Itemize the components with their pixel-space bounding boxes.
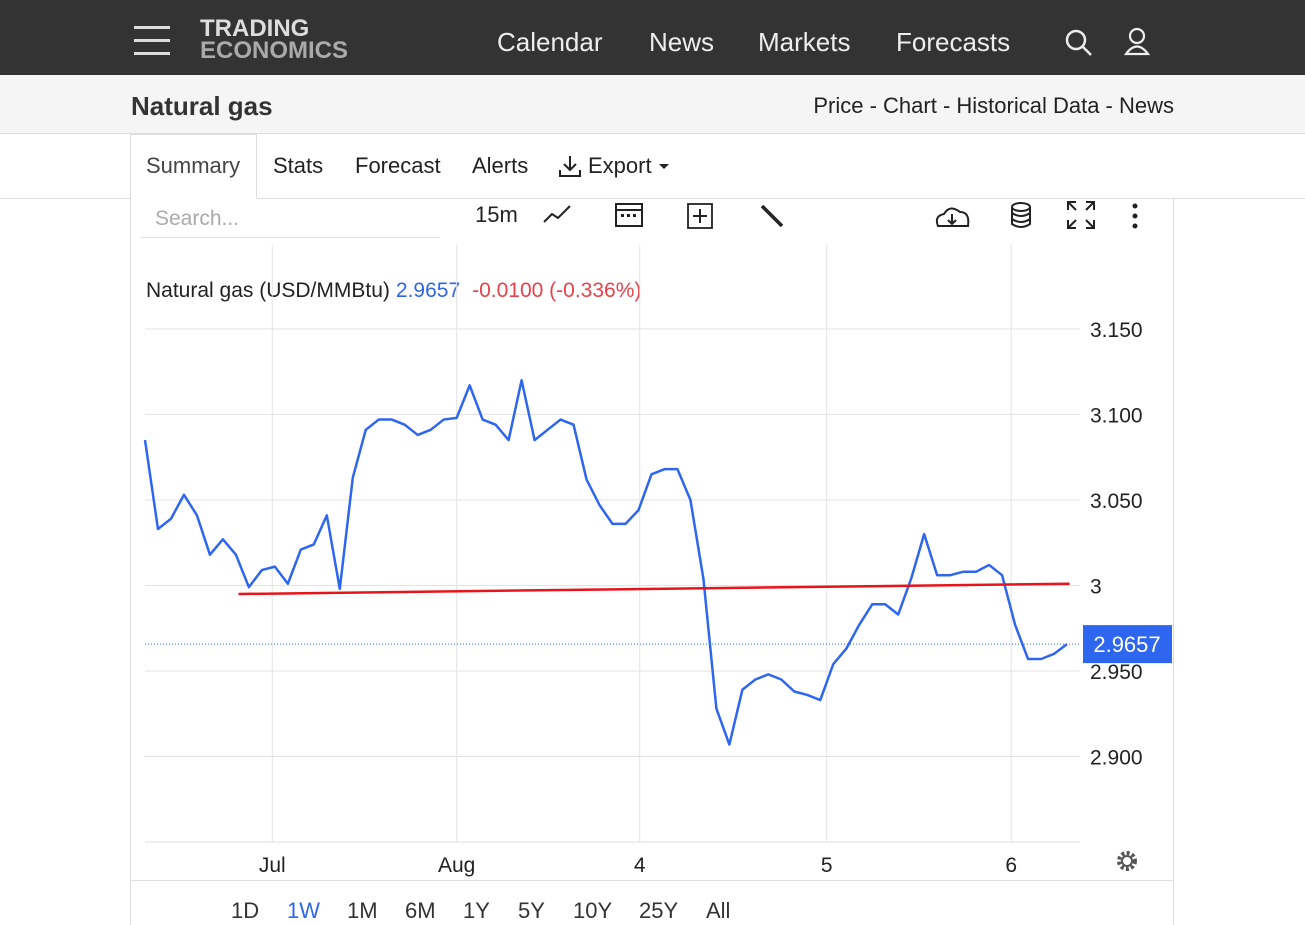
menu-icon[interactable] (134, 26, 172, 56)
tab-active-bg (130, 134, 257, 199)
page-title: Natural gas (131, 91, 273, 121)
top-bar: TRADING ECONOMICS Calendar News Markets F… (0, 0, 1305, 75)
fullscreen-icon[interactable] (1067, 201, 1095, 229)
toolbar-icons (543, 201, 1138, 229)
range-button[interactable]: 1W (287, 898, 320, 923)
nav-link[interactable]: Calendar (497, 27, 603, 57)
logo-top: TRADING (200, 15, 310, 42)
database-icon[interactable] (1011, 202, 1031, 228)
range-button[interactable]: All (706, 898, 731, 923)
wrench-icon[interactable] (760, 204, 784, 228)
nav-link[interactable]: Markets (758, 27, 851, 57)
line-icon[interactable] (543, 205, 571, 223)
sub-header: Natural gas Price - Chart - Historical D… (0, 75, 1305, 134)
nav-link[interactable]: Forecasts (896, 27, 1011, 57)
range-button[interactable]: 10Y (573, 898, 613, 923)
settings-icon[interactable] (1117, 851, 1137, 871)
tab-bar: Summary Stats Forecast Alerts Export (0, 134, 1305, 199)
add-icon[interactable] (687, 203, 713, 229)
search-icon[interactable] (1064, 28, 1094, 58)
chart-container (130, 198, 1174, 925)
calendar-icon[interactable] (615, 203, 643, 227)
logo-bottom: ECONOMICS (200, 37, 349, 64)
range-button[interactable]: 1D (231, 898, 260, 923)
nav-link[interactable]: News (649, 27, 715, 57)
breadcrumb[interactable]: Price - Chart - Historical Data - News (813, 93, 1174, 118)
search-input[interactable]: Search... (141, 200, 440, 238)
interval[interactable]: 15m (475, 202, 518, 227)
range-button[interactable]: 1Y (463, 898, 490, 923)
export-icons (559, 156, 669, 177)
download-arrow (559, 156, 581, 177)
tab[interactable]: Summary (146, 153, 241, 178)
tab[interactable]: Alerts (472, 153, 529, 178)
caret (659, 164, 669, 169)
range-button[interactable]: 1M (347, 898, 378, 923)
logo[interactable]: TRADING ECONOMICS (200, 15, 349, 64)
range-divider (130, 880, 1173, 881)
range-button[interactable]: 6M (405, 898, 436, 923)
more-icon[interactable] (1132, 203, 1138, 229)
tab[interactable]: Stats (273, 153, 324, 178)
tab[interactable]: Export (588, 153, 652, 178)
range-button[interactable]: 5Y (518, 898, 545, 923)
range-button[interactable]: 25Y (639, 898, 679, 923)
tab[interactable]: Forecast (355, 153, 441, 178)
user-icon[interactable] (1124, 27, 1152, 57)
download-icon[interactable] (935, 207, 970, 227)
